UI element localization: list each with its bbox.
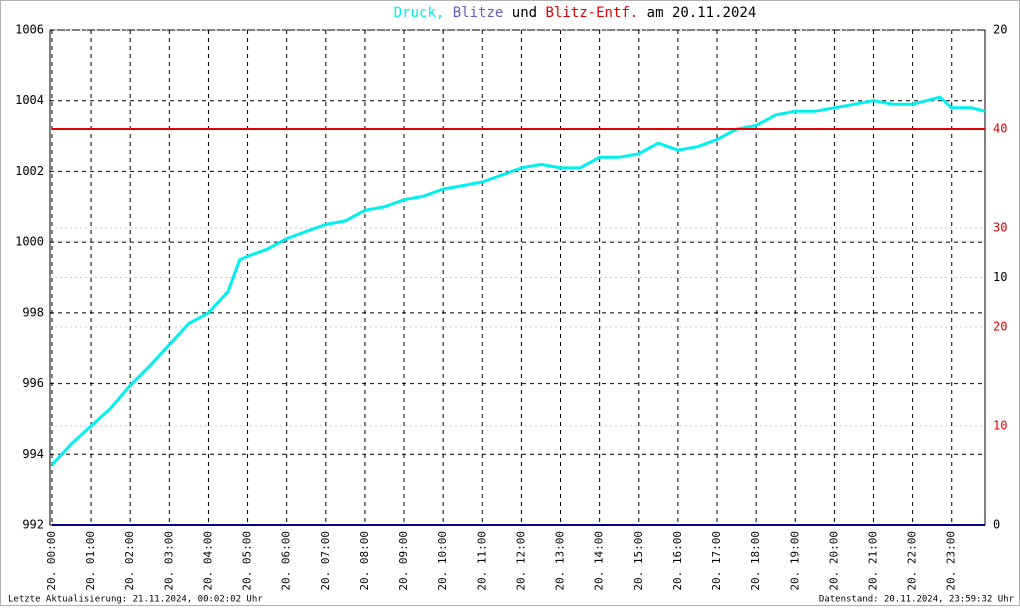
title-space bbox=[503, 5, 511, 21]
y3-tick-label: 20 bbox=[993, 320, 1007, 334]
x-tick-label: 20. 22:00 bbox=[906, 531, 919, 591]
x-tick-label: 20. 19:00 bbox=[788, 531, 801, 591]
footer-left: Letzte Aktualisierung: 21.11.2024, 00:02… bbox=[8, 595, 263, 605]
y-tick-label: 1006 bbox=[15, 23, 44, 37]
x-tick-label: 20. 06:00 bbox=[280, 531, 293, 591]
title-space bbox=[444, 5, 452, 21]
title-space bbox=[537, 5, 545, 21]
series-line bbox=[50, 95, 986, 466]
x-tick-label: 20. 15:00 bbox=[632, 531, 645, 591]
x-tick-label: 20. 08:00 bbox=[358, 531, 371, 591]
x-tick-label: 20. 14:00 bbox=[593, 531, 606, 591]
x-tick-label: 20. 07:00 bbox=[319, 531, 332, 591]
title-part: am 20.11.2024 bbox=[647, 5, 757, 21]
x-tick-label: 20. 23:00 bbox=[945, 531, 958, 591]
y-tick-label: 992 bbox=[22, 518, 44, 532]
x-tick-label: 20. 13:00 bbox=[554, 531, 567, 591]
y-tick-label: 1002 bbox=[15, 164, 44, 178]
y-tick-label: 994 bbox=[22, 447, 44, 461]
x-tick-label: 20. 05:00 bbox=[241, 531, 254, 591]
x-tick-label: 20. 20:00 bbox=[827, 531, 840, 591]
x-tick-label: 20. 16:00 bbox=[671, 531, 684, 591]
y2-tick-label: 0 bbox=[993, 518, 1000, 532]
title-part: und bbox=[512, 5, 537, 21]
x-tick-label: 20. 17:00 bbox=[710, 531, 723, 591]
title-part: , bbox=[436, 5, 444, 21]
x-tick-label: 20. 09:00 bbox=[397, 531, 410, 591]
title-part: Blitz-Entf. bbox=[546, 5, 639, 21]
x-tick-label: 20. 21:00 bbox=[867, 531, 880, 591]
x-tick-label: 20. 12:00 bbox=[514, 531, 527, 591]
y-tick-label: 1004 bbox=[15, 93, 44, 107]
y2-tick-label: 10 bbox=[993, 270, 1007, 284]
x-tick-label: 20. 01:00 bbox=[84, 531, 97, 591]
title-part: Druck bbox=[394, 5, 437, 21]
y2-tick-label: 20 bbox=[993, 23, 1007, 37]
x-tick-label: 20. 03:00 bbox=[162, 531, 175, 591]
y-tick-label: 998 bbox=[22, 305, 44, 319]
chart-title: Druck, Blitze und Blitz-Entf. am 20.11.2… bbox=[394, 5, 757, 21]
x-tick-label: 20. 00:00 bbox=[45, 531, 58, 591]
y-tick-label: 1000 bbox=[15, 235, 44, 249]
y3-tick-label: 30 bbox=[993, 221, 1007, 235]
footer-right: Datenstand: 20.11.2024, 23:59:32 Uhr bbox=[819, 595, 1015, 605]
y3-tick-label: 10 bbox=[993, 419, 1007, 433]
x-tick-label: 20. 18:00 bbox=[749, 531, 762, 591]
y3-tick-label: 40 bbox=[993, 122, 1007, 136]
x-tick-label: 20. 11:00 bbox=[475, 531, 488, 591]
title-part: Blitze bbox=[453, 5, 504, 21]
title-space bbox=[638, 5, 646, 21]
x-tick-label: 20. 02:00 bbox=[123, 531, 136, 591]
x-tick-label: 20. 10:00 bbox=[436, 531, 449, 591]
x-tick-label: 20. 04:00 bbox=[201, 531, 214, 591]
y-tick-label: 996 bbox=[22, 376, 44, 390]
